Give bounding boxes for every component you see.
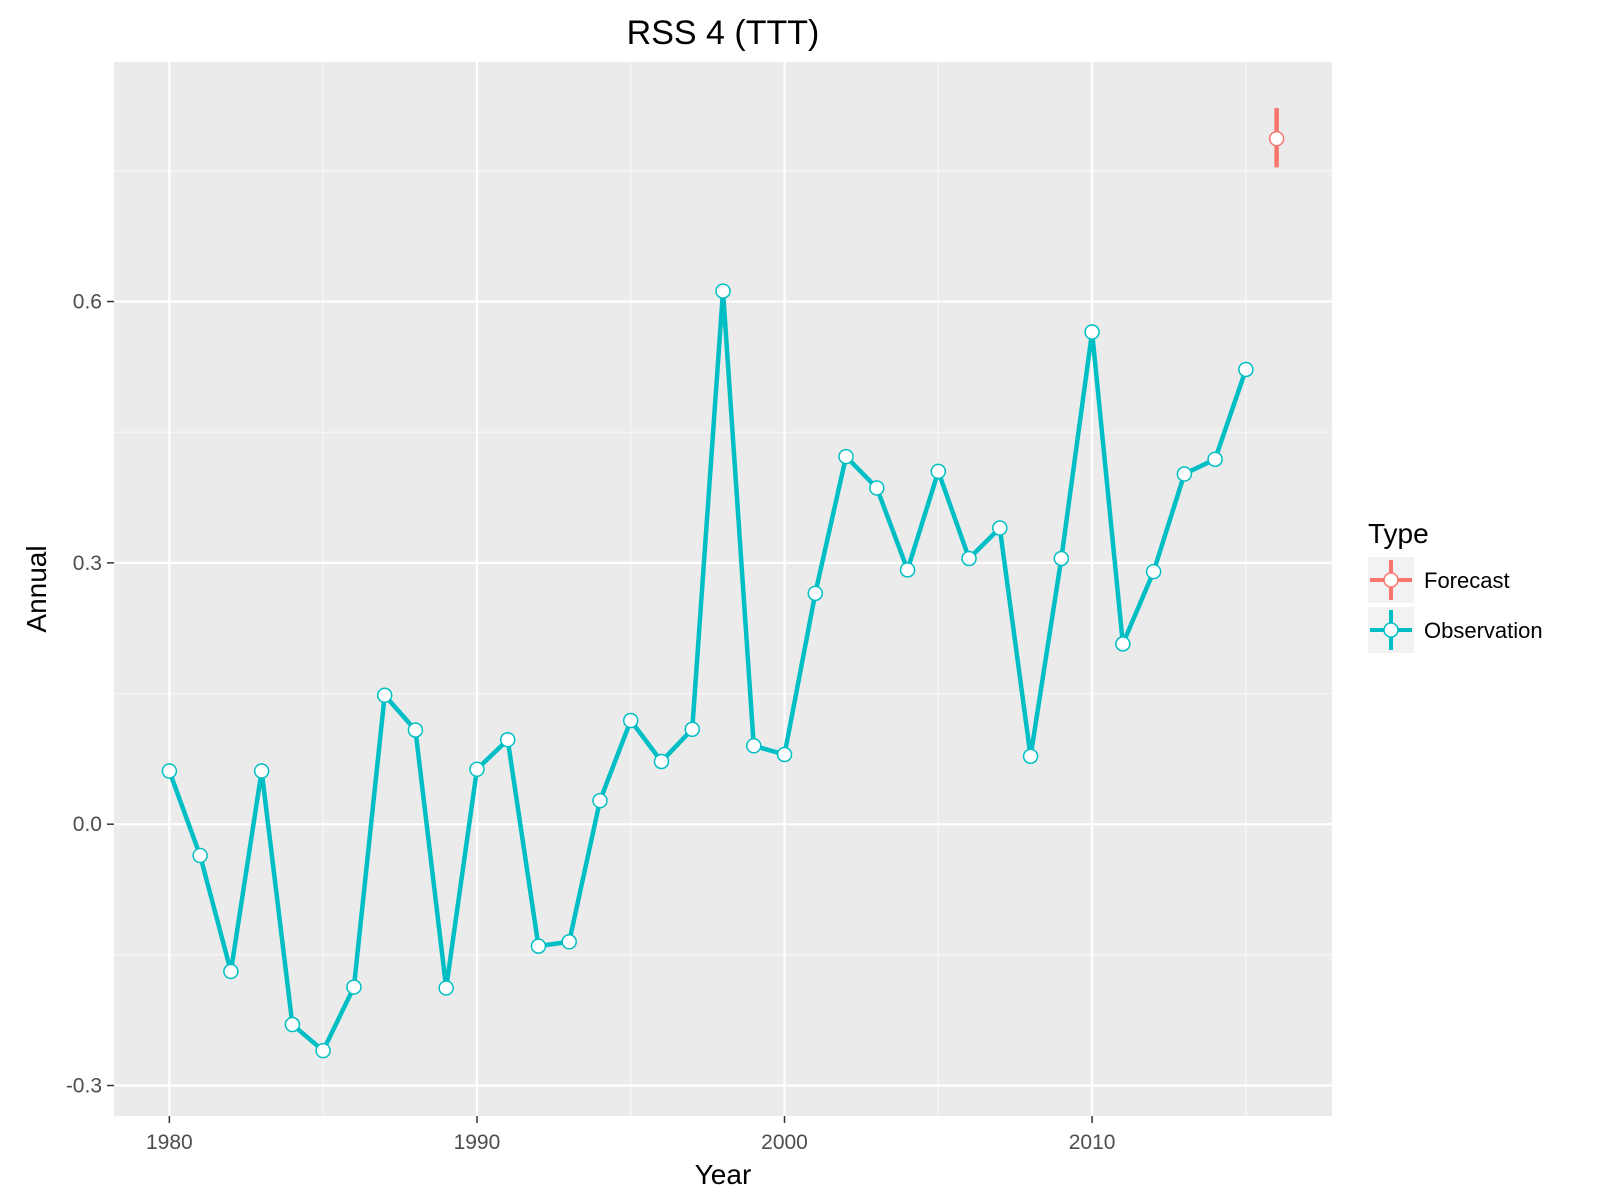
y-tick-label: 0.3 bbox=[73, 552, 102, 575]
legend-title: Type bbox=[1368, 518, 1429, 549]
data-point-observation bbox=[161, 763, 178, 779]
data-point-observation bbox=[561, 934, 577, 950]
data-point-observation bbox=[992, 520, 1008, 536]
data-point-observation bbox=[499, 731, 516, 748]
data-point-observation bbox=[253, 763, 270, 779]
data-point-observation bbox=[192, 847, 208, 864]
data-point-observation bbox=[1238, 361, 1254, 378]
data-point-observation bbox=[1176, 466, 1193, 482]
data-point-observation bbox=[653, 753, 670, 770]
series-layer bbox=[161, 108, 1285, 1059]
y-tick-label: -0.3 bbox=[66, 1075, 102, 1098]
x-tick-label: 2010 bbox=[1069, 1131, 1116, 1154]
data-point-observation bbox=[315, 1042, 331, 1059]
data-point-observation bbox=[622, 712, 639, 729]
x-tick-label: 1990 bbox=[454, 1131, 501, 1154]
data-point-observation bbox=[1145, 563, 1162, 580]
data-point-observation bbox=[838, 448, 854, 465]
data-point-observation bbox=[746, 738, 762, 754]
data-point-observation bbox=[438, 980, 454, 996]
grid-minor bbox=[114, 62, 1332, 1116]
x-tick-label: 1980 bbox=[146, 1131, 193, 1154]
data-point-observation bbox=[346, 979, 362, 995]
y-tick-labels: -0.3 0.0 0.3 0.6 bbox=[66, 291, 102, 1098]
data-point-observation bbox=[869, 480, 885, 496]
data-point-observation bbox=[592, 792, 608, 809]
series-observation bbox=[161, 283, 1254, 1059]
axis-ticks bbox=[107, 300, 1093, 1123]
data-point-observation bbox=[376, 687, 393, 704]
x-axis-title: Year bbox=[695, 1159, 752, 1190]
y-tick-label: 0.0 bbox=[73, 813, 102, 836]
data-point-observation bbox=[807, 585, 824, 602]
data-point-observation bbox=[899, 562, 916, 578]
x-tick-label: 2000 bbox=[761, 1131, 808, 1154]
legend-label-observation: Observation bbox=[1424, 618, 1543, 643]
series-forecast bbox=[1268, 108, 1285, 168]
chart-title: RSS 4 (TTT) bbox=[627, 14, 820, 52]
plot-panel bbox=[114, 62, 1332, 1116]
legend-label-forecast: Forecast bbox=[1424, 568, 1510, 593]
grid-major bbox=[114, 62, 1332, 1116]
data-point-observation bbox=[1115, 636, 1131, 652]
data-point-observation bbox=[1053, 550, 1070, 567]
data-point-observation bbox=[715, 283, 731, 299]
data-point-observation bbox=[407, 722, 424, 738]
legend-key-forecast-point bbox=[1383, 572, 1399, 588]
data-point-observation bbox=[469, 761, 485, 778]
data-point-observation bbox=[961, 550, 977, 567]
data-point-observation bbox=[530, 938, 547, 954]
data-point-observation bbox=[1084, 324, 1100, 340]
y-tick-label: 0.6 bbox=[73, 291, 102, 314]
series-line-observation bbox=[167, 288, 1249, 1053]
x-tick-labels: 1980 1990 2000 2010 bbox=[146, 1131, 1115, 1154]
data-point-observation bbox=[223, 963, 239, 980]
data-point-observation bbox=[930, 463, 947, 480]
legend-key-observation-point bbox=[1383, 622, 1399, 638]
data-point-observation bbox=[284, 1016, 301, 1033]
legend: Type Forecast Observation bbox=[1368, 518, 1543, 653]
data-point-forecast bbox=[1268, 130, 1285, 147]
y-axis-title: Annual bbox=[21, 545, 52, 632]
data-point-observation bbox=[1207, 451, 1223, 467]
data-point-observation bbox=[776, 746, 793, 763]
data-point-observation bbox=[684, 721, 700, 737]
data-point-observation bbox=[1022, 748, 1039, 764]
